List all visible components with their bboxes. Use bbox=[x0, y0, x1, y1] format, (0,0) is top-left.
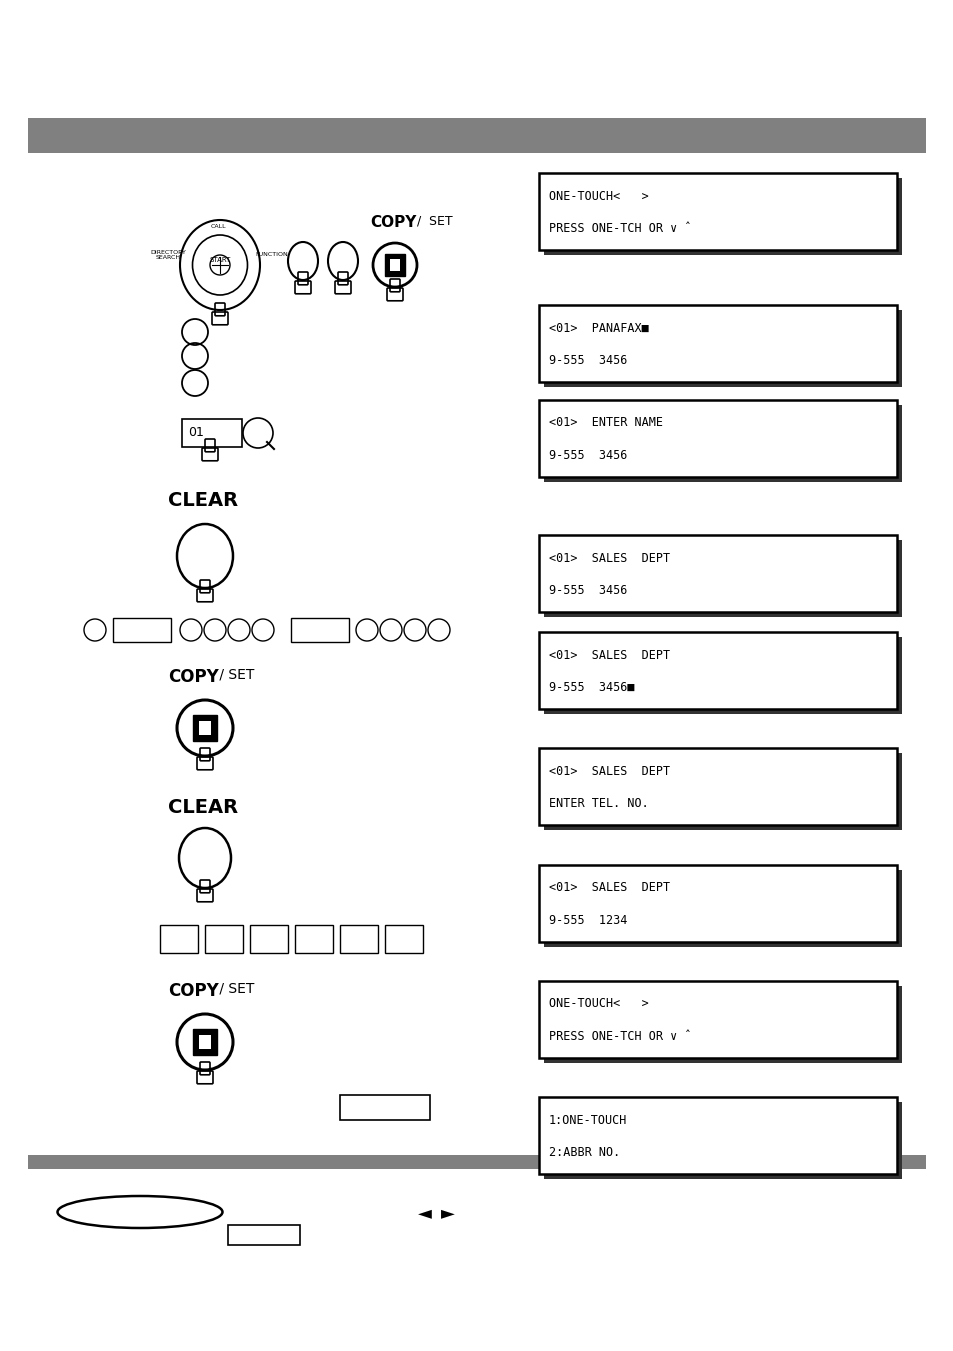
FancyBboxPatch shape bbox=[112, 617, 171, 642]
Text: / SET: / SET bbox=[214, 982, 254, 996]
FancyBboxPatch shape bbox=[538, 865, 896, 942]
FancyBboxPatch shape bbox=[543, 986, 901, 1063]
Text: 9-555  3456: 9-555 3456 bbox=[548, 354, 627, 367]
Text: 9-555  1234: 9-555 1234 bbox=[548, 913, 627, 927]
FancyBboxPatch shape bbox=[294, 925, 333, 952]
FancyBboxPatch shape bbox=[228, 1225, 299, 1246]
Text: 9-555  3456: 9-555 3456 bbox=[548, 449, 627, 462]
Text: COPY: COPY bbox=[168, 982, 218, 1000]
FancyBboxPatch shape bbox=[385, 254, 404, 276]
FancyBboxPatch shape bbox=[543, 1102, 901, 1179]
FancyBboxPatch shape bbox=[339, 925, 377, 952]
FancyBboxPatch shape bbox=[193, 1029, 216, 1055]
Text: 9-555  3456: 9-555 3456 bbox=[548, 584, 627, 597]
Text: <01>  ENTER NAME: <01> ENTER NAME bbox=[548, 416, 662, 430]
FancyBboxPatch shape bbox=[538, 981, 896, 1058]
Text: PRESS ONE-TCH OR ∨ ˆ: PRESS ONE-TCH OR ∨ ˆ bbox=[548, 222, 691, 235]
Text: START: START bbox=[209, 257, 231, 263]
Text: ◄: ◄ bbox=[417, 1204, 432, 1223]
FancyBboxPatch shape bbox=[543, 178, 901, 255]
FancyBboxPatch shape bbox=[543, 311, 901, 388]
Text: ONE-TOUCH<   >: ONE-TOUCH< > bbox=[548, 997, 648, 1011]
Ellipse shape bbox=[57, 1196, 222, 1228]
Text: / SET: / SET bbox=[214, 667, 254, 682]
FancyBboxPatch shape bbox=[250, 925, 288, 952]
FancyBboxPatch shape bbox=[538, 632, 896, 709]
FancyBboxPatch shape bbox=[199, 721, 211, 735]
FancyBboxPatch shape bbox=[28, 118, 925, 153]
Text: 2:ABBR NO.: 2:ABBR NO. bbox=[548, 1146, 619, 1159]
FancyBboxPatch shape bbox=[182, 419, 242, 447]
FancyBboxPatch shape bbox=[199, 1035, 211, 1050]
FancyBboxPatch shape bbox=[543, 870, 901, 947]
Text: <01>  PANAFAX■: <01> PANAFAX■ bbox=[548, 322, 648, 335]
Text: CALL: CALL bbox=[210, 224, 226, 230]
Text: ONE-TOUCH<   >: ONE-TOUCH< > bbox=[548, 189, 648, 203]
Text: 9-555  3456■: 9-555 3456■ bbox=[548, 681, 634, 694]
Text: <01>  SALES  DEPT: <01> SALES DEPT bbox=[548, 881, 669, 894]
Text: COPY: COPY bbox=[168, 667, 218, 686]
Text: 01: 01 bbox=[188, 427, 204, 439]
Text: 1:ONE-TOUCH: 1:ONE-TOUCH bbox=[548, 1113, 627, 1127]
Text: /: / bbox=[413, 215, 421, 228]
FancyBboxPatch shape bbox=[538, 305, 896, 382]
FancyBboxPatch shape bbox=[543, 638, 901, 715]
FancyBboxPatch shape bbox=[543, 405, 901, 482]
FancyBboxPatch shape bbox=[543, 540, 901, 617]
Text: COPY: COPY bbox=[370, 215, 416, 230]
FancyBboxPatch shape bbox=[160, 925, 198, 952]
Text: <01>  SALES  DEPT: <01> SALES DEPT bbox=[548, 648, 669, 662]
Text: CLEAR: CLEAR bbox=[168, 798, 238, 817]
Ellipse shape bbox=[180, 220, 260, 309]
Text: <01>  SALES  DEPT: <01> SALES DEPT bbox=[548, 551, 669, 565]
Ellipse shape bbox=[193, 235, 247, 295]
Ellipse shape bbox=[328, 242, 357, 280]
FancyBboxPatch shape bbox=[193, 715, 216, 740]
FancyBboxPatch shape bbox=[538, 535, 896, 612]
Text: <01>  SALES  DEPT: <01> SALES DEPT bbox=[548, 765, 669, 778]
Text: DIRECTORY
SEARCH: DIRECTORY SEARCH bbox=[150, 250, 186, 261]
Text: ►: ► bbox=[440, 1204, 455, 1223]
Text: ENTER TEL. NO.: ENTER TEL. NO. bbox=[548, 797, 648, 811]
FancyBboxPatch shape bbox=[385, 925, 422, 952]
FancyBboxPatch shape bbox=[291, 617, 349, 642]
Text: FUNCTION: FUNCTION bbox=[255, 253, 288, 258]
FancyBboxPatch shape bbox=[390, 259, 399, 272]
FancyBboxPatch shape bbox=[543, 754, 901, 831]
Text: CLEAR: CLEAR bbox=[168, 490, 238, 509]
FancyBboxPatch shape bbox=[339, 1096, 430, 1120]
FancyBboxPatch shape bbox=[538, 1097, 896, 1174]
FancyBboxPatch shape bbox=[205, 925, 243, 952]
FancyBboxPatch shape bbox=[538, 400, 896, 477]
Ellipse shape bbox=[288, 242, 317, 280]
FancyBboxPatch shape bbox=[538, 748, 896, 825]
FancyBboxPatch shape bbox=[538, 173, 896, 250]
Text: PRESS ONE-TCH OR ∨ ˆ: PRESS ONE-TCH OR ∨ ˆ bbox=[548, 1029, 691, 1043]
FancyBboxPatch shape bbox=[28, 1155, 925, 1169]
Text: SET: SET bbox=[424, 215, 452, 228]
